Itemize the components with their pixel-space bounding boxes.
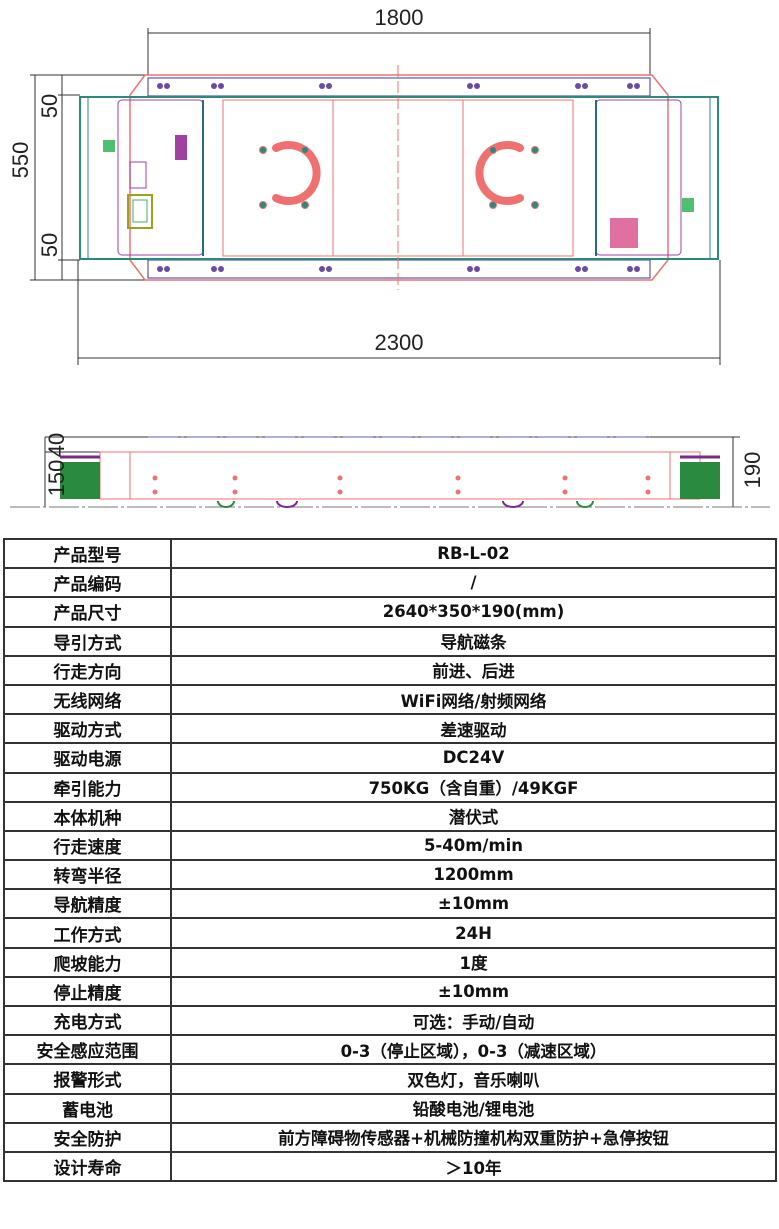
spec-value: 差速驱动: [170, 713, 777, 745]
spec-label: 工作方式: [3, 917, 172, 949]
spec-row: 安全防护 前方障碍物传感器+机械防撞机构双重防护+急停按钮: [3, 1121, 777, 1153]
spec-label: 本体机种: [3, 800, 172, 832]
spec-label: 导引方式: [3, 625, 172, 657]
spec-value: 双色灯，音乐喇叭: [170, 1063, 777, 1095]
spec-label: 安全感应范围: [3, 1034, 172, 1066]
spec-value: 24H: [170, 917, 777, 949]
spec-value: 潜伏式: [170, 800, 777, 832]
spec-row: 驱动电源 DC24V: [3, 742, 777, 774]
spec-value: ±10mm: [170, 888, 777, 920]
spec-label: 行走方向: [3, 654, 172, 686]
dimension-150: 150: [44, 460, 69, 497]
spec-label: 设计寿命: [3, 1150, 172, 1183]
spec-row: 蓄电池 铅酸电池/锂电池: [3, 1092, 777, 1124]
spec-label: 牵引能力: [3, 771, 172, 803]
dimension-2300: 2300: [375, 330, 424, 355]
dimension-40: 40: [44, 433, 69, 457]
spec-row: 转弯半径 1200mm: [3, 859, 777, 891]
dimension-50-top: 50: [37, 94, 62, 118]
spec-row: 充电方式 可选：手动/自动: [3, 1004, 777, 1037]
spec-value: 1200mm: [170, 859, 777, 891]
spec-label: 充电方式: [3, 1004, 172, 1037]
spec-label: 报警形式: [3, 1063, 172, 1095]
spec-value: 5-40m/min: [170, 829, 777, 862]
spec-label: 导航精度: [3, 888, 172, 920]
spec-row: 报警形式 双色灯，音乐喇叭: [3, 1063, 777, 1095]
spec-label: 行走速度: [3, 829, 172, 862]
spec-value: DC24V: [170, 742, 777, 774]
spec-row: 行走方向 前进、后进: [3, 654, 777, 686]
spec-value: 0-3（停止区域），0-3（减速区域）: [170, 1034, 777, 1066]
top-view: 1800 2300 550 50 50: [8, 5, 721, 365]
spec-value: RB-L-02: [170, 537, 777, 570]
spec-row: 设计寿命 ＞10年: [3, 1150, 777, 1183]
spec-label: 停止精度: [3, 975, 172, 1008]
spec-row: 行走速度 5-40m/min: [3, 829, 777, 862]
spec-value: 前进、后进: [170, 654, 777, 686]
spec-value: 1度: [170, 946, 777, 978]
spec-row: 导航精度 ±10mm: [3, 888, 777, 920]
spec-label: 驱动电源: [3, 742, 172, 774]
spec-label: 安全防护: [3, 1121, 172, 1153]
spec-label: 产品尺寸: [3, 596, 172, 628]
dimension-1800: 1800: [375, 5, 424, 30]
spec-value: /: [170, 567, 777, 599]
dimension-190: 190: [740, 452, 765, 489]
spec-row: 驱动方式 差速驱动: [3, 713, 777, 745]
spec-value: WiFi网络/射频网络: [170, 683, 777, 716]
spec-value: 铅酸电池/锂电池: [170, 1092, 777, 1124]
spec-row: 产品编码 /: [3, 567, 777, 599]
spec-value: 导航磁条: [170, 625, 777, 657]
spec-value: ＞10年: [170, 1150, 777, 1183]
spec-row: 安全感应范围 0-3（停止区域），0-3（减速区域）: [3, 1034, 777, 1066]
spec-label: 无线网络: [3, 683, 172, 716]
spec-row: 停止精度 ±10mm: [3, 975, 777, 1008]
spec-row: 本体机种 潜伏式: [3, 800, 777, 832]
spec-value: 2640*350*190(mm): [170, 596, 777, 628]
spec-label: 转弯半径: [3, 859, 172, 891]
spec-row: 爬坡能力 1度: [3, 946, 777, 978]
spec-table: 产品型号 RB-L-02 产品编码 / 产品尺寸 2640*350*190(mm) 导引方式…: [3, 537, 777, 1183]
spec-row: 工作方式 24H: [3, 917, 777, 949]
spec-value: 750KG（含自重）/49KGF: [170, 771, 777, 803]
spec-row: 产品型号 RB-L-02: [3, 537, 777, 570]
spec-label: 爬坡能力: [3, 946, 172, 978]
spec-row: 无线网络 WiFi网络/射频网络: [3, 683, 777, 716]
spec-value: ±10mm: [170, 975, 777, 1008]
technical-drawing: 1800 2300 550 50 50: [8, 5, 770, 508]
spec-label: 驱动方式: [3, 713, 172, 745]
dimension-550: 550: [8, 142, 33, 179]
side-view: 40 150 190: [10, 433, 770, 508]
spec-value: 可选：手动/自动: [170, 1004, 777, 1037]
spec-row: 牵引能力 750KG（含自重）/49KGF: [3, 771, 777, 803]
spec-label: 蓄电池: [3, 1092, 172, 1124]
spec-value: 前方障碍物传感器+机械防撞机构双重防护+急停按钮: [170, 1121, 777, 1153]
spec-row: 导引方式 导航磁条: [3, 625, 777, 657]
spec-label: 产品型号: [3, 537, 172, 570]
dimension-50-bottom: 50: [37, 233, 62, 257]
spec-row: 产品尺寸 2640*350*190(mm): [3, 596, 777, 628]
spec-label: 产品编码: [3, 567, 172, 599]
